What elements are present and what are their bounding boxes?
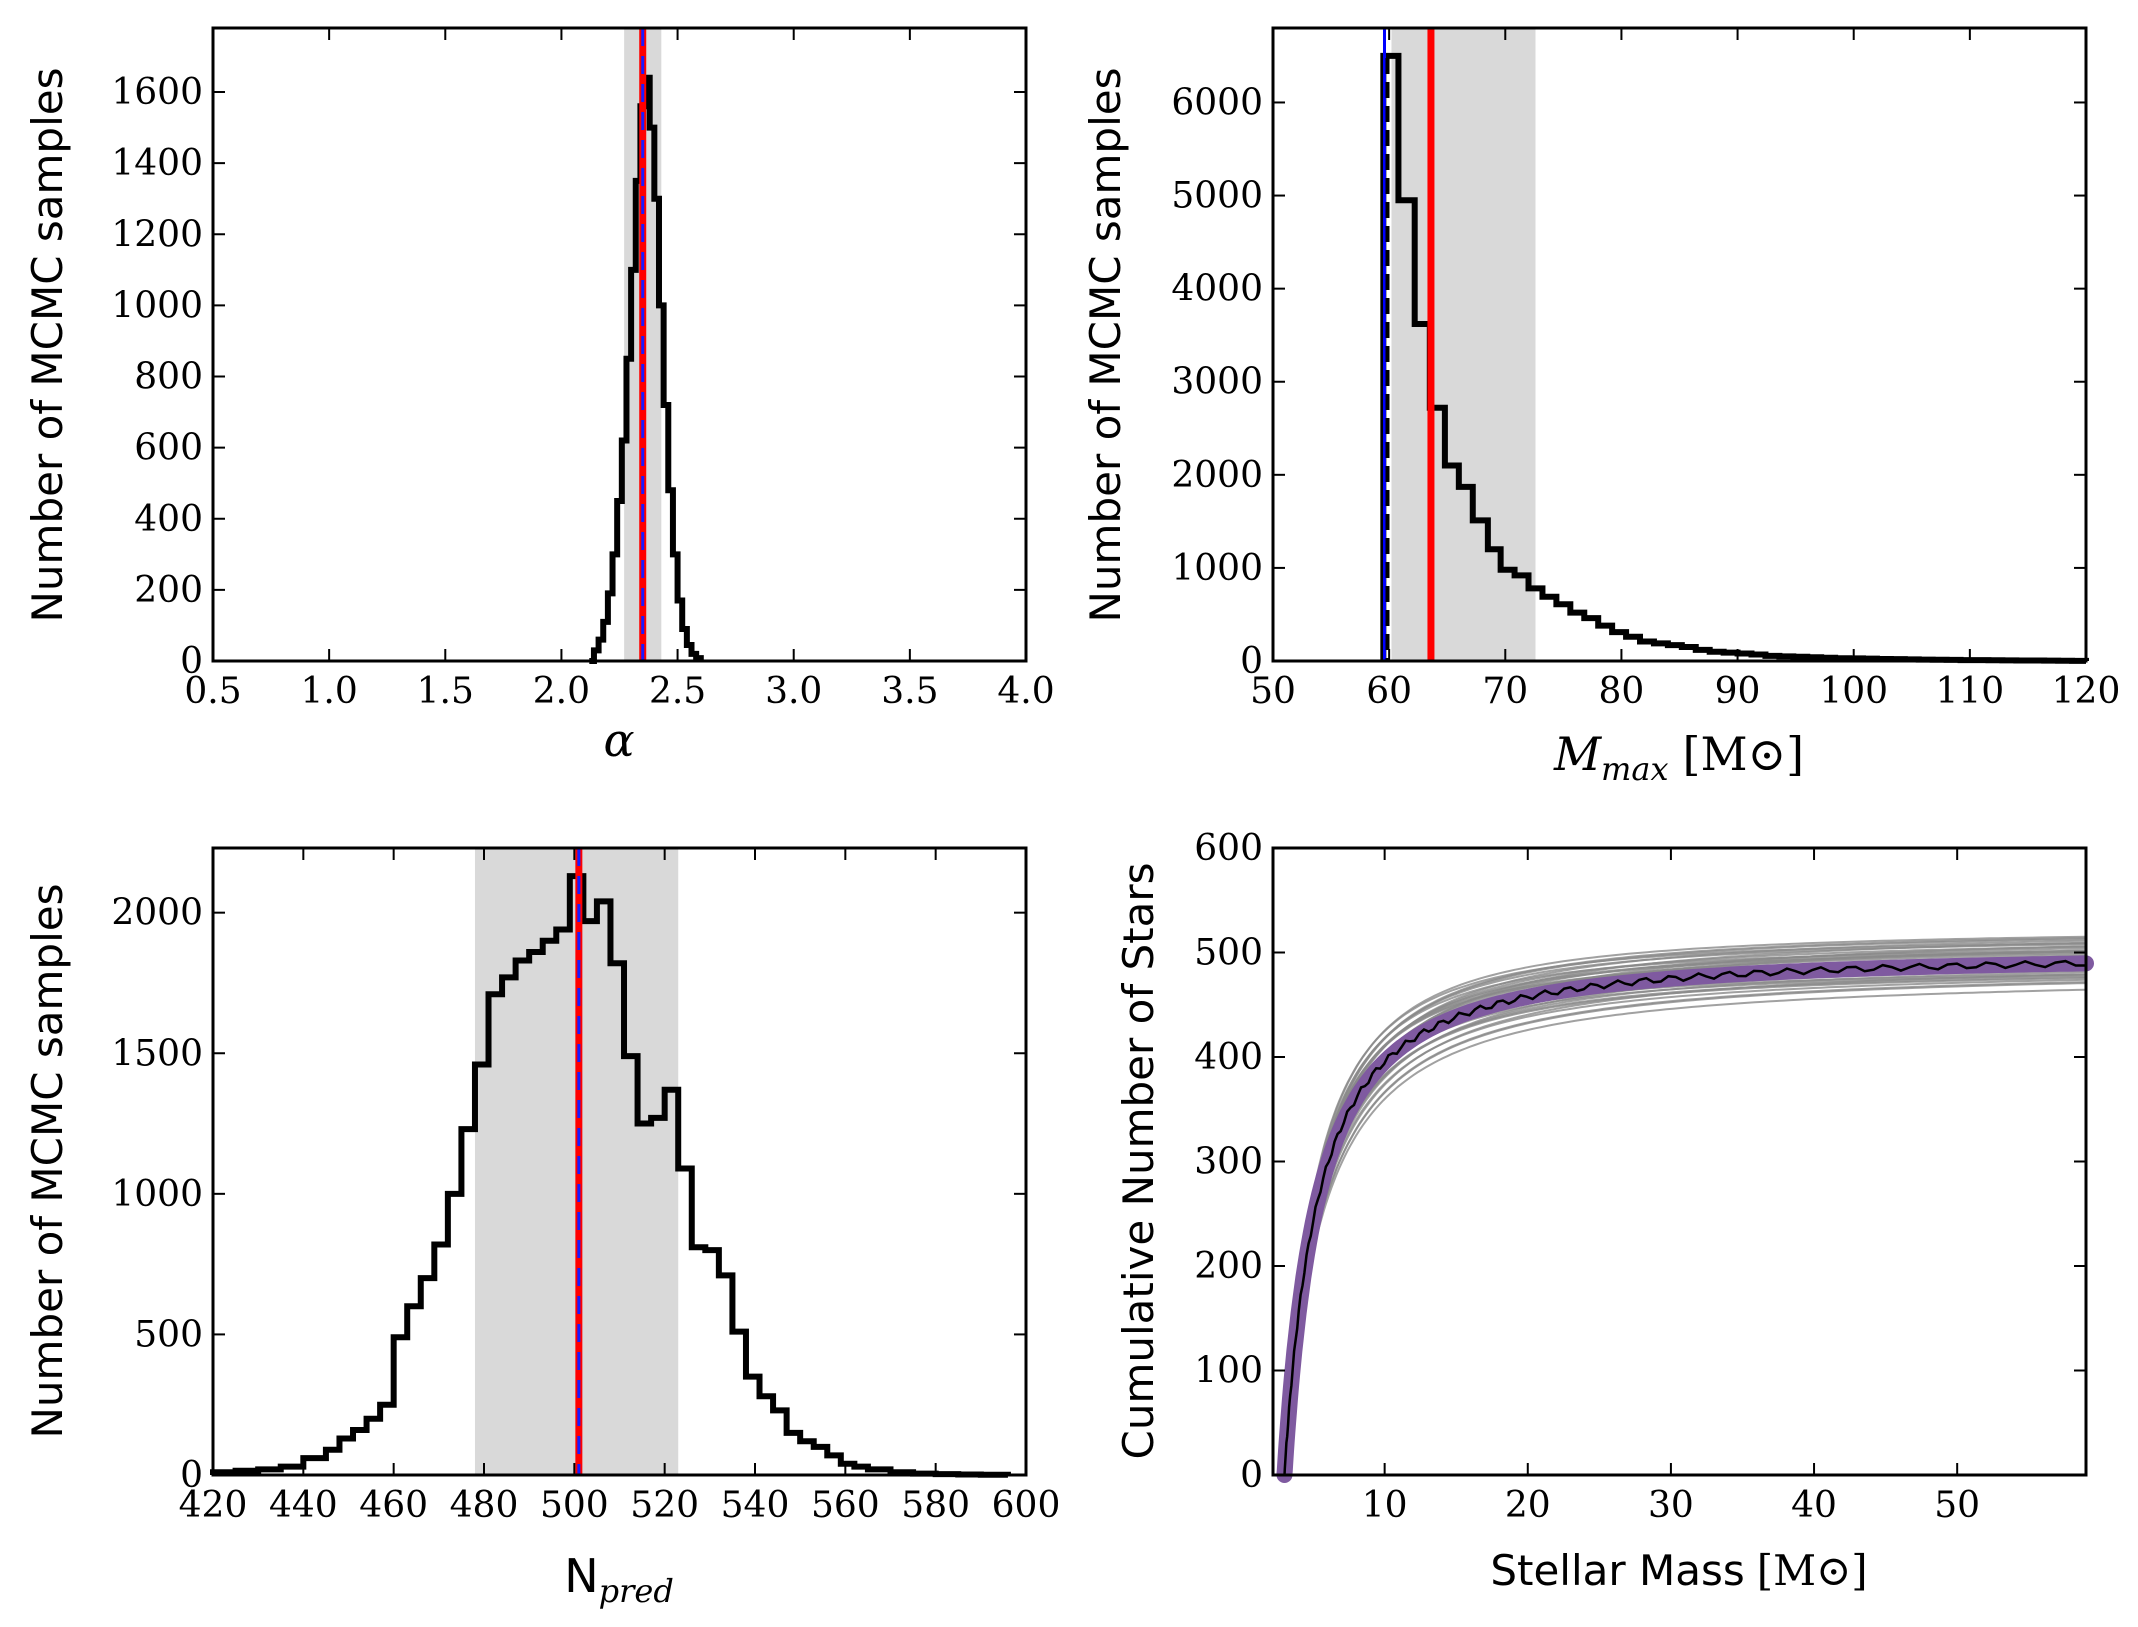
alpha-x-tick-label: 1.0 [301, 671, 358, 712]
npred-x-tick-label: 560 [811, 1485, 880, 1526]
npred-histogram-panel: 420 440 460 480 500 520 540 560 580 600 0 500 1000 15… [23, 846, 1061, 1610]
mmax-x-axis-label-main: M [1553, 727, 1603, 781]
alpha-x-tick-label: 2.5 [649, 671, 706, 712]
alpha-y-tick-label: 1200 [111, 214, 203, 255]
cumulative-y-tick-label: 600 [1194, 828, 1263, 869]
alpha-y-tick-label: 1000 [111, 285, 203, 326]
cumulative-y-tick-label: 100 [1194, 1351, 1263, 1392]
cumulative-x-tick-label: 40 [1791, 1485, 1837, 1526]
alpha-y-tick-label: 800 [134, 357, 203, 398]
npred-x-axis-label-sub: pred [599, 1572, 674, 1610]
cumulative-x-axis-label-unit: [M⊙] [1757, 1546, 1868, 1595]
cumulative-y-tick-label: 300 [1194, 1142, 1263, 1183]
npred-y-tick-label: 500 [134, 1314, 203, 1355]
alpha-y-tick-label: 400 [134, 499, 203, 540]
mmax-x-tick-label: 120 [2052, 671, 2121, 712]
alpha-x-tick-label: 3.0 [765, 671, 822, 712]
mmax-credible-band [1391, 28, 1536, 661]
mmax-x-tick-label: 100 [1819, 671, 1888, 712]
npred-x-tick-label: 480 [450, 1485, 519, 1526]
mmax-x-tick-label: 50 [1250, 671, 1296, 712]
cumulative-x-tick-label: 20 [1505, 1485, 1551, 1526]
alpha-x-tick-label: 4.0 [997, 671, 1054, 712]
alpha-plot-frame [211, 26, 1028, 663]
alpha-y-tick-label: 1400 [111, 143, 203, 184]
cumulative-y-tick-label: 200 [1194, 1246, 1263, 1287]
cumulative-y-tick-label: 500 [1194, 933, 1263, 974]
npred-y-tick-label: 2000 [111, 893, 203, 934]
alpha-x-tick-label: 1.5 [417, 671, 474, 712]
npred-x-tick-label: 460 [359, 1485, 428, 1526]
npred-plot-frame [211, 846, 1028, 1477]
npred-y-axis-label: Number of MCMC samples [23, 884, 72, 1439]
mmax-x-tick-label: 90 [1715, 671, 1761, 712]
npred-x-tick-label: 600 [992, 1485, 1061, 1526]
mmax-x-axis-label-sub: max [1601, 750, 1668, 788]
cumulative-x-tick-label: 30 [1648, 1485, 1694, 1526]
alpha-x-tick-label: 2.0 [533, 671, 590, 712]
cumulative-x-axis-label-main: Stellar Mass [1490, 1546, 1744, 1595]
npred-histogram-outline [210, 873, 1011, 1478]
mmax-plot-frame [1271, 26, 2088, 663]
mmax-x-axis-label-unit: [M⊙] [1683, 727, 1805, 781]
npred-y-tick-label: 0 [180, 1455, 203, 1496]
mmax-y-axis-label: Number of MCMC samples [1081, 68, 1130, 623]
npred-x-tick-label: 580 [901, 1485, 970, 1526]
cumulative-y-tick-label: 400 [1194, 1037, 1263, 1078]
alpha-y-tick-label: 600 [134, 428, 203, 469]
mmax-x-axis-label: Mmax [M⊙] [1553, 727, 1804, 788]
alpha-y-axis-label: Number of MCMC samples [23, 68, 72, 623]
mmax-x-tick-label: 60 [1366, 671, 1412, 712]
npred-x-axis-label: Npred [564, 1549, 674, 1610]
npred-y-tick-label: 1500 [111, 1033, 203, 1074]
npred-x-tick-label: 500 [540, 1485, 609, 1526]
alpha-x-tick-label: 3.5 [881, 671, 938, 712]
npred-x-tick-label: 520 [630, 1485, 699, 1526]
mmax-y-tick-label: 6000 [1171, 82, 1263, 123]
alpha-x-tick-label: 0.5 [184, 671, 241, 712]
mmax-x-tick-label: 110 [1935, 671, 2004, 712]
alpha-y-tick-label: 1600 [111, 72, 203, 113]
cumulative-x-tick-label: 50 [1934, 1485, 1980, 1526]
npred-x-tick-label: 540 [721, 1485, 790, 1526]
npred-x-tick-label: 440 [269, 1485, 338, 1526]
alpha-y-tick-label: 200 [134, 570, 203, 611]
mmax-x-tick-label: 70 [1482, 671, 1528, 712]
cumulative-observed-line [1283, 959, 2086, 1476]
cumulative-y-axis-label: Cumulative Number of Stars [1114, 863, 1163, 1460]
mmax-y-tick-label: 5000 [1171, 176, 1263, 217]
mmax-y-tick-label: 1000 [1171, 548, 1263, 589]
cumulative-x-tick-label: 10 [1362, 1485, 1408, 1526]
alpha-y-tick-label: 0 [180, 641, 203, 682]
mmax-y-tick-label: 4000 [1171, 269, 1263, 310]
mmax-y-tick-label: 0 [1240, 641, 1263, 682]
npred-y-tick-label: 1000 [111, 1174, 203, 1215]
cumulative-x-axis-label: Stellar Mass [M⊙] [1490, 1546, 1867, 1595]
npred-x-tick-label: 420 [179, 1485, 248, 1526]
mmax-histogram-panel: 50 60 70 80 90 100 110 120 0 1000 2000 3000 4000 5000… [1081, 26, 2121, 788]
alpha-x-axis-label: α [603, 713, 634, 767]
alpha-histogram-panel: 0.5 1.0 1.5 2.0 2.5 3.0 3.5 4.0 0 200 400 600 800 100… [23, 26, 1055, 767]
mmax-x-tick-label: 80 [1599, 671, 1645, 712]
cumulative-y-tick-label: 0 [1240, 1455, 1263, 1496]
mmax-y-tick-label: 2000 [1171, 455, 1263, 496]
mmax-y-tick-label: 3000 [1171, 362, 1263, 403]
npred-x-axis-label-main: N [564, 1549, 598, 1603]
